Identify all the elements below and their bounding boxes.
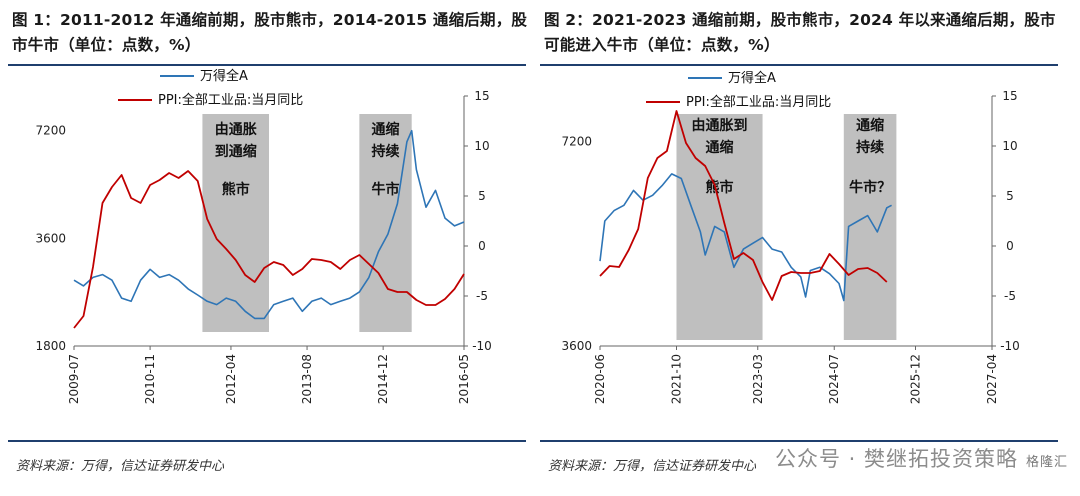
y-right-tick-label: -10: [1000, 339, 1020, 353]
shaded-period-label: 牛市？: [849, 179, 891, 196]
series-line-wind-a: [73, 129, 465, 320]
watermark: 公众号 · 樊继拓投资策略 格隆汇: [775, 443, 1068, 473]
figure-title: 图 2：2021-2023 通缩前期，股市熊市，2024 年以来通缩后期，股市可…: [544, 11, 1056, 54]
y-right-tick-label: 10: [474, 139, 489, 153]
line-chart-2020-2027: 由通胀到通缩熊市通缩持续牛市？36007200-10-50510152020-0…: [561, 70, 1020, 404]
x-tick-label: 2024-07: [827, 354, 841, 404]
title-rule: [540, 64, 1058, 66]
x-tick-label: 2013-08: [300, 354, 314, 404]
shaded-period: [359, 114, 412, 332]
chart-panel-right: 图 2：2021-2023 通缩前期，股市熊市，2024 年以来通缩后期，股市可…: [540, 0, 1065, 496]
source-note: 资料来源：万得，信达证券研发中心: [548, 459, 757, 474]
y-left-tick-label: 1800: [35, 339, 66, 353]
shaded-period: [843, 114, 897, 340]
legend-label: PPI:全部工业品:当月同比: [686, 94, 831, 110]
shaded-period-label: 熊市: [706, 179, 734, 196]
y-right-tick-label: 0: [478, 239, 486, 253]
shaded-period-label: 通缩: [856, 117, 884, 134]
x-tick-label: 2020-06: [593, 354, 607, 404]
shaded-period-label: 持续: [856, 139, 884, 156]
y-right-tick-label: 5: [478, 189, 486, 203]
y-right-tick-label: -5: [1004, 289, 1016, 303]
shaded-period-label: 通缩: [706, 139, 734, 156]
figure-title: 图 1：2011-2012 年通缩前期，股市熊市，2014-2015 通缩后期，…: [12, 11, 528, 54]
series-line-wind-a: [599, 173, 892, 302]
shaded-period-label: 到通缩: [215, 143, 257, 160]
y-right-tick-label: 15: [474, 89, 489, 103]
y-right-tick-label: -5: [476, 289, 488, 303]
legend-label: 万得全A: [728, 70, 776, 86]
series-line-ppi: [599, 110, 888, 301]
x-tick-label: 2021-10: [669, 354, 683, 404]
series-line-ppi: [73, 170, 465, 329]
y-left-tick-label: 7200: [35, 124, 66, 138]
y-right-tick-label: 5: [1006, 189, 1014, 203]
shaded-period-label: 由通胀到: [692, 117, 748, 134]
y-left-tick-label: 7200: [561, 134, 592, 148]
shaded-period-label: 通缩: [372, 121, 400, 138]
footer-rule: [8, 440, 526, 442]
chart-panel-left: 图 1：2011-2012 年通缩前期，股市熊市，2014-2015 通缩后期，…: [8, 0, 533, 496]
shaded-period-label: 牛市: [372, 181, 400, 198]
y-right-tick-label: 0: [1006, 239, 1014, 253]
y-left-tick-label: 3600: [561, 339, 592, 353]
legend-label: 万得全A: [200, 68, 248, 84]
watermark-brand: 格隆汇: [1025, 455, 1068, 470]
y-right-tick-label: -10: [472, 339, 492, 353]
shaded-period-label: 熊市: [222, 181, 250, 198]
legend-label: PPI:全部工业品:当月同比: [158, 92, 303, 108]
x-tick-label: 2023-03: [751, 354, 765, 404]
shaded-period: [202, 114, 269, 332]
footer-rule: [540, 440, 1058, 442]
watermark-text: 公众号 · 樊继拓投资策略: [774, 447, 1018, 471]
x-tick-label: 2010-11: [143, 354, 157, 404]
y-left-tick-label: 3600: [35, 231, 66, 245]
x-tick-label: 2016-05: [457, 354, 471, 404]
shaded-period-label: 持续: [372, 143, 400, 160]
title-rule: [8, 64, 526, 66]
x-tick-label: 2014-12: [376, 354, 390, 404]
x-tick-label: 2027-04: [985, 354, 999, 404]
shaded-period-label: 由通胀: [215, 121, 257, 138]
y-right-tick-label: 15: [1002, 89, 1017, 103]
y-right-tick-label: 10: [1002, 139, 1017, 153]
x-tick-label: 2009-07: [67, 354, 81, 404]
x-tick-label: 2025-12: [909, 354, 923, 404]
source-note: 资料来源：万得，信达证券研发中心: [16, 459, 225, 474]
x-tick-label: 2012-04: [224, 354, 238, 404]
